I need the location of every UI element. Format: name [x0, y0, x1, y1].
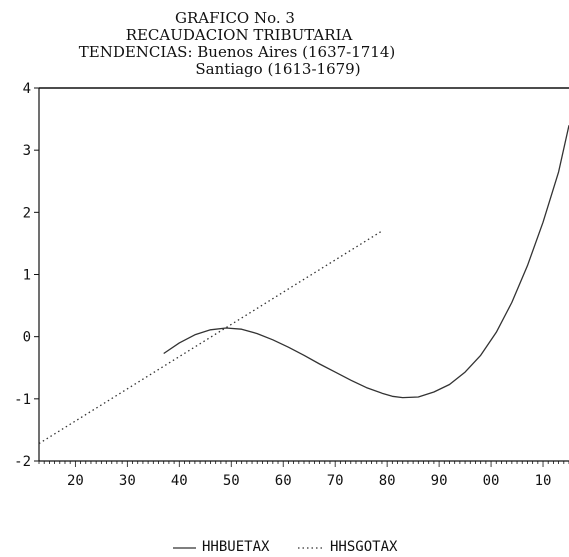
y-tick-label: -1: [14, 392, 31, 408]
x-tick-label: 10: [535, 473, 552, 489]
legend-label-hhbuetax: HHBUETAX: [202, 539, 270, 555]
x-tick-label: 30: [119, 473, 136, 489]
x-tick-label: 90: [431, 473, 448, 489]
y-tick-label: 2: [23, 205, 31, 221]
legend: HHBUETAX HHSGOTAX: [173, 539, 398, 555]
series-line-hhbuetax: [163, 125, 569, 399]
x-tick-label: 70: [327, 473, 344, 489]
series-line-hhsgotax: [38, 230, 383, 445]
y-axis-ticks: -2 -1 0 1 2 3 4: [14, 81, 39, 470]
y-tick-label: 3: [23, 143, 31, 159]
y-tick-label: 4: [23, 81, 31, 97]
legend-label-hhsgotax: HHSGOTAX: [330, 539, 398, 555]
x-axis-ticks: 20 30 40 50 60 70 80 90 00 10: [38, 461, 569, 489]
series-layer: [38, 125, 569, 445]
chart-title-line-2: RECAUDACION TRIBUTARIA: [126, 26, 353, 44]
x-tick-label: 80: [379, 473, 396, 489]
x-tick-label: 60: [275, 473, 292, 489]
y-tick-label: 1: [23, 268, 31, 284]
chart-title-line-4: Santiago (1613-1679): [195, 60, 360, 78]
chart-title-line-1: GRAFICO No. 3: [175, 9, 295, 27]
plot-axes: [38, 87, 569, 462]
y-tick-label: -2: [14, 454, 31, 470]
chart-title-block: GRAFICO No. 3 RECAUDACION TRIBUTARIA TEN…: [79, 9, 396, 78]
x-tick-label: 50: [223, 473, 240, 489]
y-tick-label: 0: [23, 330, 31, 346]
chart-title-line-3: TENDENCIAS: Buenos Aires (1637-1714): [79, 43, 396, 61]
x-tick-label: 40: [171, 473, 188, 489]
x-tick-label: 00: [483, 473, 500, 489]
x-tick-label: 20: [67, 473, 84, 489]
